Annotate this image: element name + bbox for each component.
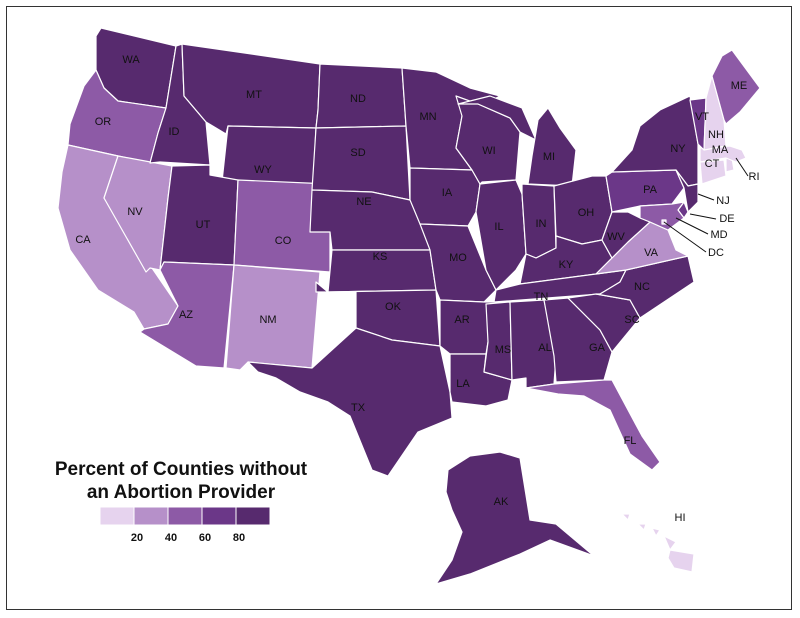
label-leader-lines: [663, 157, 749, 253]
leader-line-nj: [697, 193, 715, 201]
legend-tick-60: 60: [199, 532, 211, 544]
state-label-ks: KS: [373, 251, 388, 263]
state-label-md: MD: [710, 229, 727, 241]
state-hi-part-5: [667, 549, 695, 573]
legend-title-line2: an Abortion Provider: [87, 482, 276, 503]
state-ak: [435, 451, 595, 585]
state-label-wa: WA: [122, 54, 140, 66]
state-label-ms: MS: [495, 344, 512, 356]
legend-swatch-5: [235, 506, 271, 526]
state-label-tx: TX: [351, 402, 366, 414]
state-label-wy: WY: [254, 164, 272, 176]
state-label-az: AZ: [179, 309, 193, 321]
state-il: [475, 179, 527, 291]
legend-swatches: [99, 506, 271, 526]
state-ms: [483, 301, 513, 381]
state-label-id: ID: [169, 126, 180, 138]
state-label-co: CO: [275, 235, 292, 247]
state-label-dc: DC: [708, 247, 724, 259]
state-label-ut: UT: [196, 219, 211, 231]
state-label-ar: AR: [454, 314, 469, 326]
state-label-vt: VT: [695, 111, 709, 123]
state-label-pa: PA: [643, 184, 658, 196]
state-label-de: DE: [719, 213, 734, 225]
state-label-ma: MA: [712, 144, 729, 156]
state-nj: [675, 169, 699, 213]
state-label-ga: GA: [589, 342, 606, 354]
state-me: [711, 49, 761, 125]
state-label-ct: CT: [705, 158, 720, 170]
state-label-fl: FL: [624, 435, 637, 447]
state-tx: [247, 327, 453, 477]
leader-line-ri: [735, 157, 749, 177]
legend-swatch-4: [201, 506, 237, 526]
state-label-tn: TN: [534, 291, 549, 303]
state-label-ne: NE: [356, 196, 371, 208]
state-label-sc: SC: [624, 314, 639, 326]
state-label-al: AL: [538, 342, 551, 354]
legend-tick-80: 80: [233, 532, 245, 544]
state-label-mo: MO: [449, 252, 467, 264]
legend-tick-20: 20: [131, 532, 143, 544]
state-label-mn: MN: [419, 111, 436, 123]
state-label-ak: AK: [494, 496, 509, 508]
state-label-nd: ND: [350, 93, 366, 105]
state-label-or: OR: [95, 116, 112, 128]
state-label-nc: NC: [634, 281, 650, 293]
state-label-ok: OK: [385, 301, 402, 313]
state-label-va: VA: [644, 247, 659, 259]
state-label-mi: MI: [543, 151, 555, 163]
state-label-oh: OH: [578, 207, 595, 219]
leader-line-dc: [663, 221, 707, 253]
state-label-ca: CA: [75, 234, 91, 246]
state-label-hi: HI: [675, 512, 686, 524]
state-label-wi: WI: [482, 145, 495, 157]
state-fl: [525, 379, 661, 471]
state-label-nm: NM: [259, 314, 276, 326]
state-sd: [311, 125, 411, 201]
legend-title-line1: Percent of Counties without: [55, 459, 308, 480]
state-md: [639, 201, 685, 231]
state-mi-part-1: [457, 95, 537, 141]
state-nh: [703, 75, 727, 151]
state-az: [139, 261, 235, 369]
state-label-wv: WV: [607, 231, 625, 243]
state-label-nv: NV: [127, 206, 143, 218]
state-label-mt: MT: [246, 89, 262, 101]
state-hi-part-1: [621, 513, 631, 521]
leader-line-de: [689, 213, 717, 220]
state-label-nj: NJ: [716, 195, 729, 207]
legend-swatch-2: [133, 506, 169, 526]
state-label-me: ME: [731, 80, 748, 92]
state-hi-part-3: [651, 527, 661, 537]
state-label-sd: SD: [350, 147, 365, 159]
state-ct: [699, 159, 727, 185]
legend: Percent of Counties without an Abortion …: [55, 459, 308, 544]
state-label-nh: NH: [708, 129, 724, 141]
state-label-in: IN: [536, 218, 547, 230]
state-label-ia: IA: [442, 187, 453, 199]
state-hi-part-4: [663, 535, 677, 551]
state-label-ky: KY: [559, 259, 574, 271]
legend-swatch-1: [99, 506, 135, 526]
leader-line-md: [675, 217, 709, 235]
state-hi-part-2: [637, 523, 647, 531]
state-labels: WA OR CA NV ID MT WY UT AZ CO NM ND SD NE KS OK TX MN IA MO…: [75, 54, 759, 524]
legend-swatch-3: [167, 506, 203, 526]
state-ma: [699, 145, 747, 163]
state-mi-part-2: [527, 107, 577, 187]
state-shapes: [57, 27, 761, 585]
state-label-la: LA: [456, 378, 470, 390]
legend-tick-40: 40: [165, 532, 177, 544]
state-ut: [159, 164, 239, 271]
state-label-il: IL: [494, 221, 503, 233]
state-label-ny: NY: [670, 143, 686, 155]
state-label-ri: RI: [749, 171, 760, 183]
